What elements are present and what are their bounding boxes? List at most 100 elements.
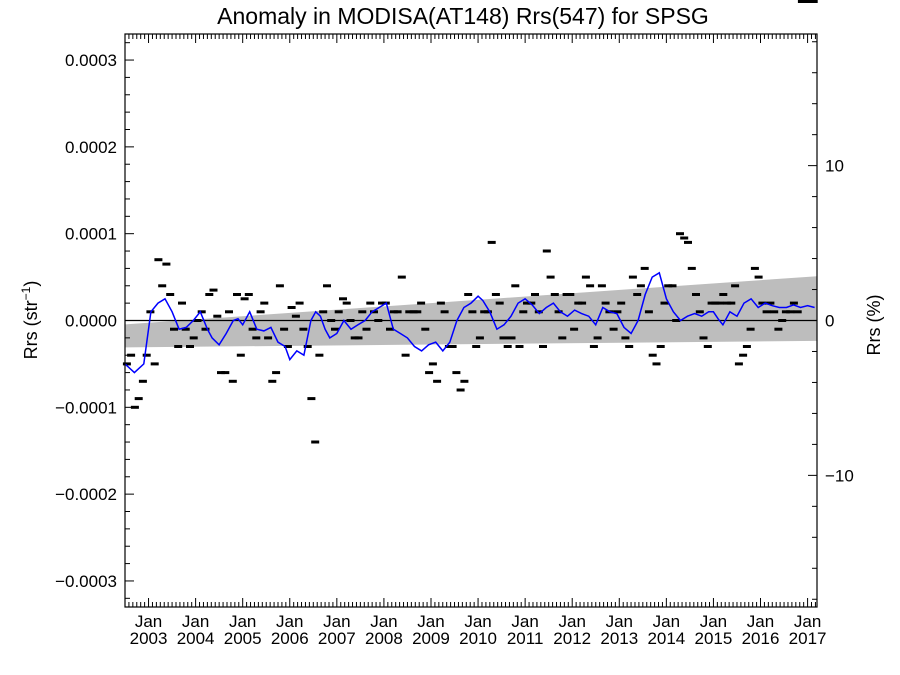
- monthly-point: [519, 310, 528, 314]
- monthly-point: [475, 336, 484, 340]
- monthly-point: [428, 362, 437, 366]
- monthly-point: [413, 310, 422, 314]
- monthly-point: [660, 301, 669, 305]
- monthly-point: [130, 405, 139, 409]
- monthly-point: [507, 336, 516, 340]
- monthly-point: [715, 301, 724, 305]
- monthly-point: [393, 310, 402, 314]
- monthly-point: [122, 362, 131, 366]
- x-tick-label-month: Jan: [558, 612, 585, 631]
- monthly-point: [664, 284, 673, 288]
- y-tick-label: 0.0003: [65, 51, 117, 70]
- y-tick-label: 0.0000: [65, 312, 117, 331]
- monthly-point: [334, 310, 343, 314]
- monthly-point: [581, 275, 590, 279]
- monthly-point: [433, 379, 442, 383]
- monthly-point: [762, 310, 771, 314]
- y-axis-label-left-text: Rrs (str: [21, 300, 41, 359]
- monthly-point: [636, 284, 645, 288]
- monthly-point: [546, 275, 555, 279]
- monthly-point: [346, 319, 355, 322]
- monthly-point: [805, 0, 814, 3]
- monthly-point: [589, 345, 598, 348]
- monthly-point: [503, 345, 512, 348]
- monthly-point: [578, 301, 587, 305]
- monthly-point: [248, 327, 257, 331]
- monthly-point: [793, 310, 802, 314]
- monthly-point: [327, 319, 336, 322]
- y-axis-label-left-superscript: −1: [19, 286, 33, 300]
- monthly-point: [680, 236, 689, 240]
- monthly-point: [609, 327, 618, 331]
- monthly-point: [370, 310, 378, 314]
- monthly-point: [374, 319, 383, 322]
- monthly-point: [303, 345, 312, 348]
- monthly-point: [240, 297, 249, 301]
- monthly-point: [233, 293, 241, 296]
- monthly-point: [366, 301, 375, 305]
- monthly-point: [209, 288, 218, 292]
- monthly-point: [421, 327, 430, 331]
- monthly-point: [205, 293, 214, 296]
- y-tick-label: −0.0002: [55, 485, 117, 504]
- monthly-point: [593, 336, 602, 340]
- y-axis-label-left: Rrs (str−1): [19, 281, 41, 360]
- monthly-point: [554, 310, 563, 314]
- monthly-point: [174, 345, 183, 348]
- monthly-point: [138, 379, 147, 383]
- monthly-point: [628, 275, 637, 279]
- monthly-point: [621, 336, 630, 340]
- monthly-point: [142, 353, 151, 357]
- monthly-point: [186, 345, 194, 348]
- x-tick-label-year: 2012: [553, 629, 591, 648]
- monthly-point: [692, 293, 700, 296]
- x-tick-label-year: 2003: [130, 629, 168, 648]
- monthly-point: [236, 353, 245, 357]
- monthly-point: [170, 327, 178, 331]
- x-tick-label-month: Jan: [229, 612, 256, 631]
- monthly-point: [460, 379, 469, 383]
- monthly-point: [178, 301, 186, 305]
- monthly-point: [405, 310, 414, 314]
- monthly-point: [134, 397, 143, 401]
- x-tick-label-month: Jan: [464, 612, 491, 631]
- y-tick-label: −0.0001: [55, 398, 117, 417]
- y-axis-label-right: Rrs (%): [864, 295, 884, 356]
- y2-tick-label: −10: [825, 466, 854, 485]
- monthly-point: [181, 327, 190, 331]
- monthly-point: [299, 327, 308, 331]
- monthly-point: [201, 327, 210, 331]
- monthly-point: [754, 275, 763, 279]
- monthly-point: [495, 301, 504, 305]
- x-tick-label-month: Jan: [276, 612, 303, 631]
- monthly-point: [197, 310, 206, 314]
- monthly-point: [358, 310, 367, 314]
- x-tick-label-month: Jan: [653, 612, 680, 631]
- monthly-point: [633, 293, 642, 296]
- y2-tick-label: 0: [825, 312, 834, 331]
- monthly-point: [625, 345, 634, 348]
- monthly-point: [778, 319, 787, 322]
- x-tick-label-year: 2014: [647, 629, 685, 648]
- monthly-point: [362, 327, 371, 331]
- x-tick-label-year: 2005: [224, 629, 262, 648]
- monthly-point: [260, 301, 269, 305]
- monthly-point: [448, 345, 457, 348]
- monthly-point: [342, 301, 351, 305]
- monthly-point: [703, 345, 712, 348]
- monthly-point: [468, 310, 477, 314]
- monthly-point: [291, 314, 300, 318]
- chart-title: Anomaly in MODISA(AT148) Rrs(547) for SP…: [217, 3, 709, 29]
- monthly-point: [770, 310, 779, 314]
- running-mean-line: [124, 271, 815, 374]
- monthly-point: [256, 310, 265, 314]
- monthly-point: [499, 336, 508, 340]
- y-tick-label: 0.0002: [65, 138, 117, 157]
- x-tick-label-year: 2010: [459, 629, 497, 648]
- x-tick-label-month: Jan: [417, 612, 444, 631]
- x-tick-label-year: 2009: [412, 629, 450, 648]
- monthly-point: [307, 397, 316, 401]
- monthly-point: [154, 258, 163, 262]
- monthly-point: [601, 301, 610, 305]
